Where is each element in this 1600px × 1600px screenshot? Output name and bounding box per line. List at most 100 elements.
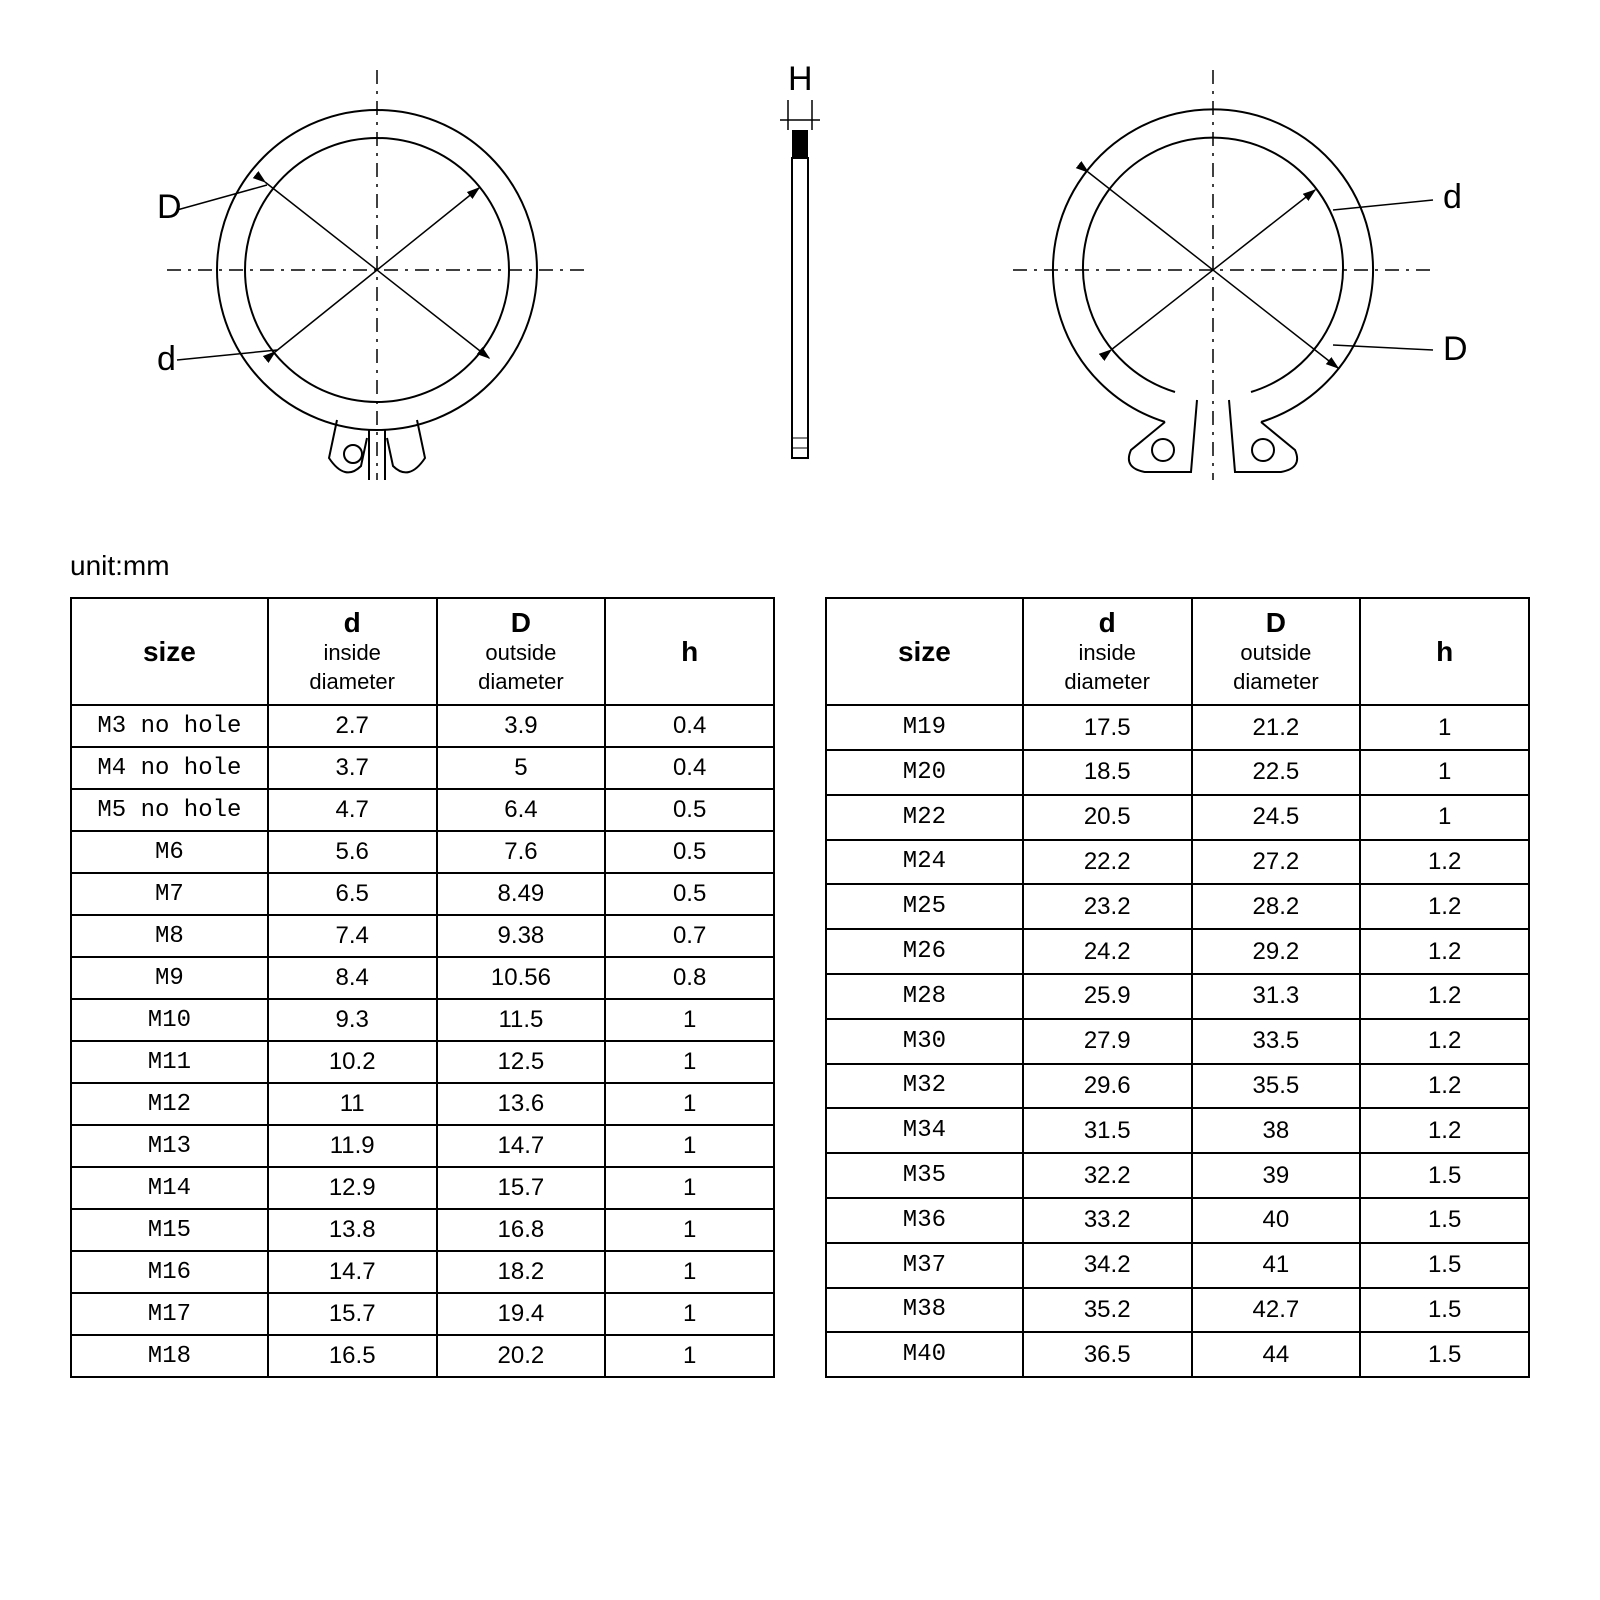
cell-h: 0.8 xyxy=(605,957,774,999)
cell-h: 1.2 xyxy=(1360,884,1529,929)
cell-D: 3.9 xyxy=(437,705,606,747)
cell-D: 20.2 xyxy=(437,1335,606,1377)
cell-size: M35 xyxy=(826,1153,1023,1198)
cell-size: M3 no hole xyxy=(71,705,268,747)
table-row: M2018.522.51 xyxy=(826,750,1529,795)
cell-d: 25.9 xyxy=(1023,974,1192,1019)
cell-d: 15.7 xyxy=(268,1293,437,1335)
cell-D: 29.2 xyxy=(1192,929,1361,974)
cell-size: M34 xyxy=(826,1108,1023,1153)
cell-D: 22.5 xyxy=(1192,750,1361,795)
cell-d: 33.2 xyxy=(1023,1198,1192,1243)
cell-size: M17 xyxy=(71,1293,268,1335)
cell-size: M6 xyxy=(71,831,268,873)
cell-h: 1.2 xyxy=(1360,929,1529,974)
table-row: M2523.228.21.2 xyxy=(826,884,1529,929)
label-d-left: d xyxy=(157,340,176,378)
size-table-right: size d inside diameter D outside diamete… xyxy=(825,597,1530,1378)
cell-d: 27.9 xyxy=(1023,1019,1192,1064)
table-row: M1311.914.71 xyxy=(71,1125,774,1167)
cell-size: M40 xyxy=(826,1332,1023,1377)
table-row: M4036.5441.5 xyxy=(826,1332,1529,1377)
cell-size: M37 xyxy=(826,1243,1023,1288)
cell-d: 9.3 xyxy=(268,999,437,1041)
cell-D: 10.56 xyxy=(437,957,606,999)
cell-D: 21.2 xyxy=(1192,705,1361,750)
right-circlip-diagram: d D xyxy=(993,50,1493,510)
cell-size: M19 xyxy=(826,705,1023,750)
cell-D: 33.5 xyxy=(1192,1019,1361,1064)
cell-d: 17.5 xyxy=(1023,705,1192,750)
cell-d: 11.9 xyxy=(268,1125,437,1167)
cell-size: M32 xyxy=(826,1064,1023,1109)
cell-D: 14.7 xyxy=(437,1125,606,1167)
cell-h: 1.2 xyxy=(1360,1019,1529,1064)
cell-size: M36 xyxy=(826,1198,1023,1243)
table-row: M65.67.60.5 xyxy=(71,831,774,873)
cell-size: M11 xyxy=(71,1041,268,1083)
table-row: M1816.520.21 xyxy=(71,1335,774,1377)
cell-D: 38 xyxy=(1192,1108,1361,1153)
cell-size: M16 xyxy=(71,1251,268,1293)
cell-h: 1.5 xyxy=(1360,1288,1529,1333)
cell-size: M9 xyxy=(71,957,268,999)
table-row: M2220.524.51 xyxy=(826,795,1529,840)
table-row: M1614.718.21 xyxy=(71,1251,774,1293)
cell-d: 10.2 xyxy=(268,1041,437,1083)
cell-h: 1 xyxy=(1360,750,1529,795)
cell-size: M22 xyxy=(826,795,1023,840)
cell-D: 6.4 xyxy=(437,789,606,831)
table-row: M3229.635.51.2 xyxy=(826,1064,1529,1109)
cell-h: 1 xyxy=(1360,705,1529,750)
col-D-main: D xyxy=(442,607,601,639)
table-row: M3431.5381.2 xyxy=(826,1108,1529,1153)
table-row: M1715.719.41 xyxy=(71,1293,774,1335)
cell-size: M10 xyxy=(71,999,268,1041)
table-row: M1412.915.71 xyxy=(71,1167,774,1209)
cell-h: 1 xyxy=(1360,795,1529,840)
tables-row: size d inside diameter D outside diamete… xyxy=(40,597,1560,1378)
cell-h: 1.2 xyxy=(1360,974,1529,1019)
cell-size: M15 xyxy=(71,1209,268,1251)
cell-h: 1 xyxy=(605,1125,774,1167)
cell-D: 44 xyxy=(1192,1332,1361,1377)
cell-D: 19.4 xyxy=(437,1293,606,1335)
cell-d: 4.7 xyxy=(268,789,437,831)
cell-d: 35.2 xyxy=(1023,1288,1192,1333)
cell-size: M8 xyxy=(71,915,268,957)
cell-d: 11 xyxy=(268,1083,437,1125)
col-d-main: d xyxy=(273,607,432,639)
table-row: M3027.933.51.2 xyxy=(826,1019,1529,1064)
cell-D: 13.6 xyxy=(437,1083,606,1125)
cell-D: 9.38 xyxy=(437,915,606,957)
cell-h: 1 xyxy=(605,1209,774,1251)
cell-d: 6.5 xyxy=(268,873,437,915)
cell-h: 1.5 xyxy=(1360,1243,1529,1288)
cell-h: 0.4 xyxy=(605,747,774,789)
cell-D: 15.7 xyxy=(437,1167,606,1209)
cell-D: 7.6 xyxy=(437,831,606,873)
cell-size: M5 no hole xyxy=(71,789,268,831)
cell-d: 22.2 xyxy=(1023,840,1192,885)
label-D-right: D xyxy=(1443,330,1468,368)
table-row: M1917.521.21 xyxy=(826,705,1529,750)
cell-d: 5.6 xyxy=(268,831,437,873)
cell-D: 31.3 xyxy=(1192,974,1361,1019)
table-row: M2624.229.21.2 xyxy=(826,929,1529,974)
cell-h: 1 xyxy=(605,1251,774,1293)
cell-h: 1.5 xyxy=(1360,1332,1529,1377)
cell-h: 0.5 xyxy=(605,873,774,915)
cell-D: 18.2 xyxy=(437,1251,606,1293)
cell-h: 1.2 xyxy=(1360,840,1529,885)
cell-size: M25 xyxy=(826,884,1023,929)
table-row: M3835.242.71.5 xyxy=(826,1288,1529,1333)
table-row: M4 no hole3.750.4 xyxy=(71,747,774,789)
left-circlip-diagram: D d xyxy=(107,50,607,510)
cell-size: M14 xyxy=(71,1167,268,1209)
middle-side-diagram: H xyxy=(740,50,860,510)
table-row: M3 no hole2.73.90.4 xyxy=(71,705,774,747)
cell-d: 14.7 xyxy=(268,1251,437,1293)
table-row: M2825.931.31.2 xyxy=(826,974,1529,1019)
cell-h: 1.5 xyxy=(1360,1153,1529,1198)
cell-size: M13 xyxy=(71,1125,268,1167)
